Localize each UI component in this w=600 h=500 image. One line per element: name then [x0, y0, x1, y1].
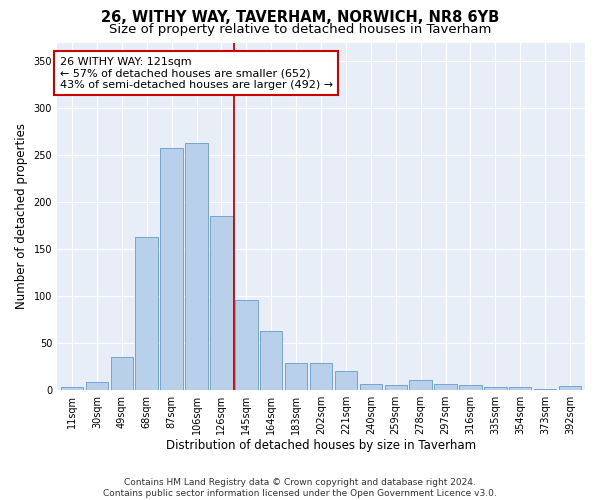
Bar	[136, 236, 158, 390]
Bar	[484, 387, 506, 390]
Bar	[359, 384, 382, 390]
Bar	[110, 357, 133, 390]
Text: Contains HM Land Registry data © Crown copyright and database right 2024.
Contai: Contains HM Land Registry data © Crown c…	[103, 478, 497, 498]
Bar	[160, 148, 183, 390]
Bar	[210, 216, 233, 390]
Bar	[310, 364, 332, 390]
Bar	[235, 300, 257, 390]
Bar	[385, 385, 407, 390]
Bar	[86, 382, 108, 390]
Text: 26 WITHY WAY: 121sqm
← 57% of detached houses are smaller (652)
43% of semi-deta: 26 WITHY WAY: 121sqm ← 57% of detached h…	[59, 56, 332, 90]
Bar	[534, 389, 556, 390]
Bar	[335, 371, 357, 390]
Bar	[559, 386, 581, 390]
Bar	[285, 364, 307, 390]
Bar	[509, 387, 532, 390]
Bar	[434, 384, 457, 390]
Bar	[260, 330, 283, 390]
Y-axis label: Number of detached properties: Number of detached properties	[15, 123, 28, 309]
Text: Size of property relative to detached houses in Taverham: Size of property relative to detached ho…	[109, 22, 491, 36]
Bar	[185, 143, 208, 390]
X-axis label: Distribution of detached houses by size in Taverham: Distribution of detached houses by size …	[166, 440, 476, 452]
Bar	[409, 380, 432, 390]
Bar	[459, 385, 482, 390]
Text: 26, WITHY WAY, TAVERHAM, NORWICH, NR8 6YB: 26, WITHY WAY, TAVERHAM, NORWICH, NR8 6Y…	[101, 10, 499, 25]
Bar	[61, 387, 83, 390]
